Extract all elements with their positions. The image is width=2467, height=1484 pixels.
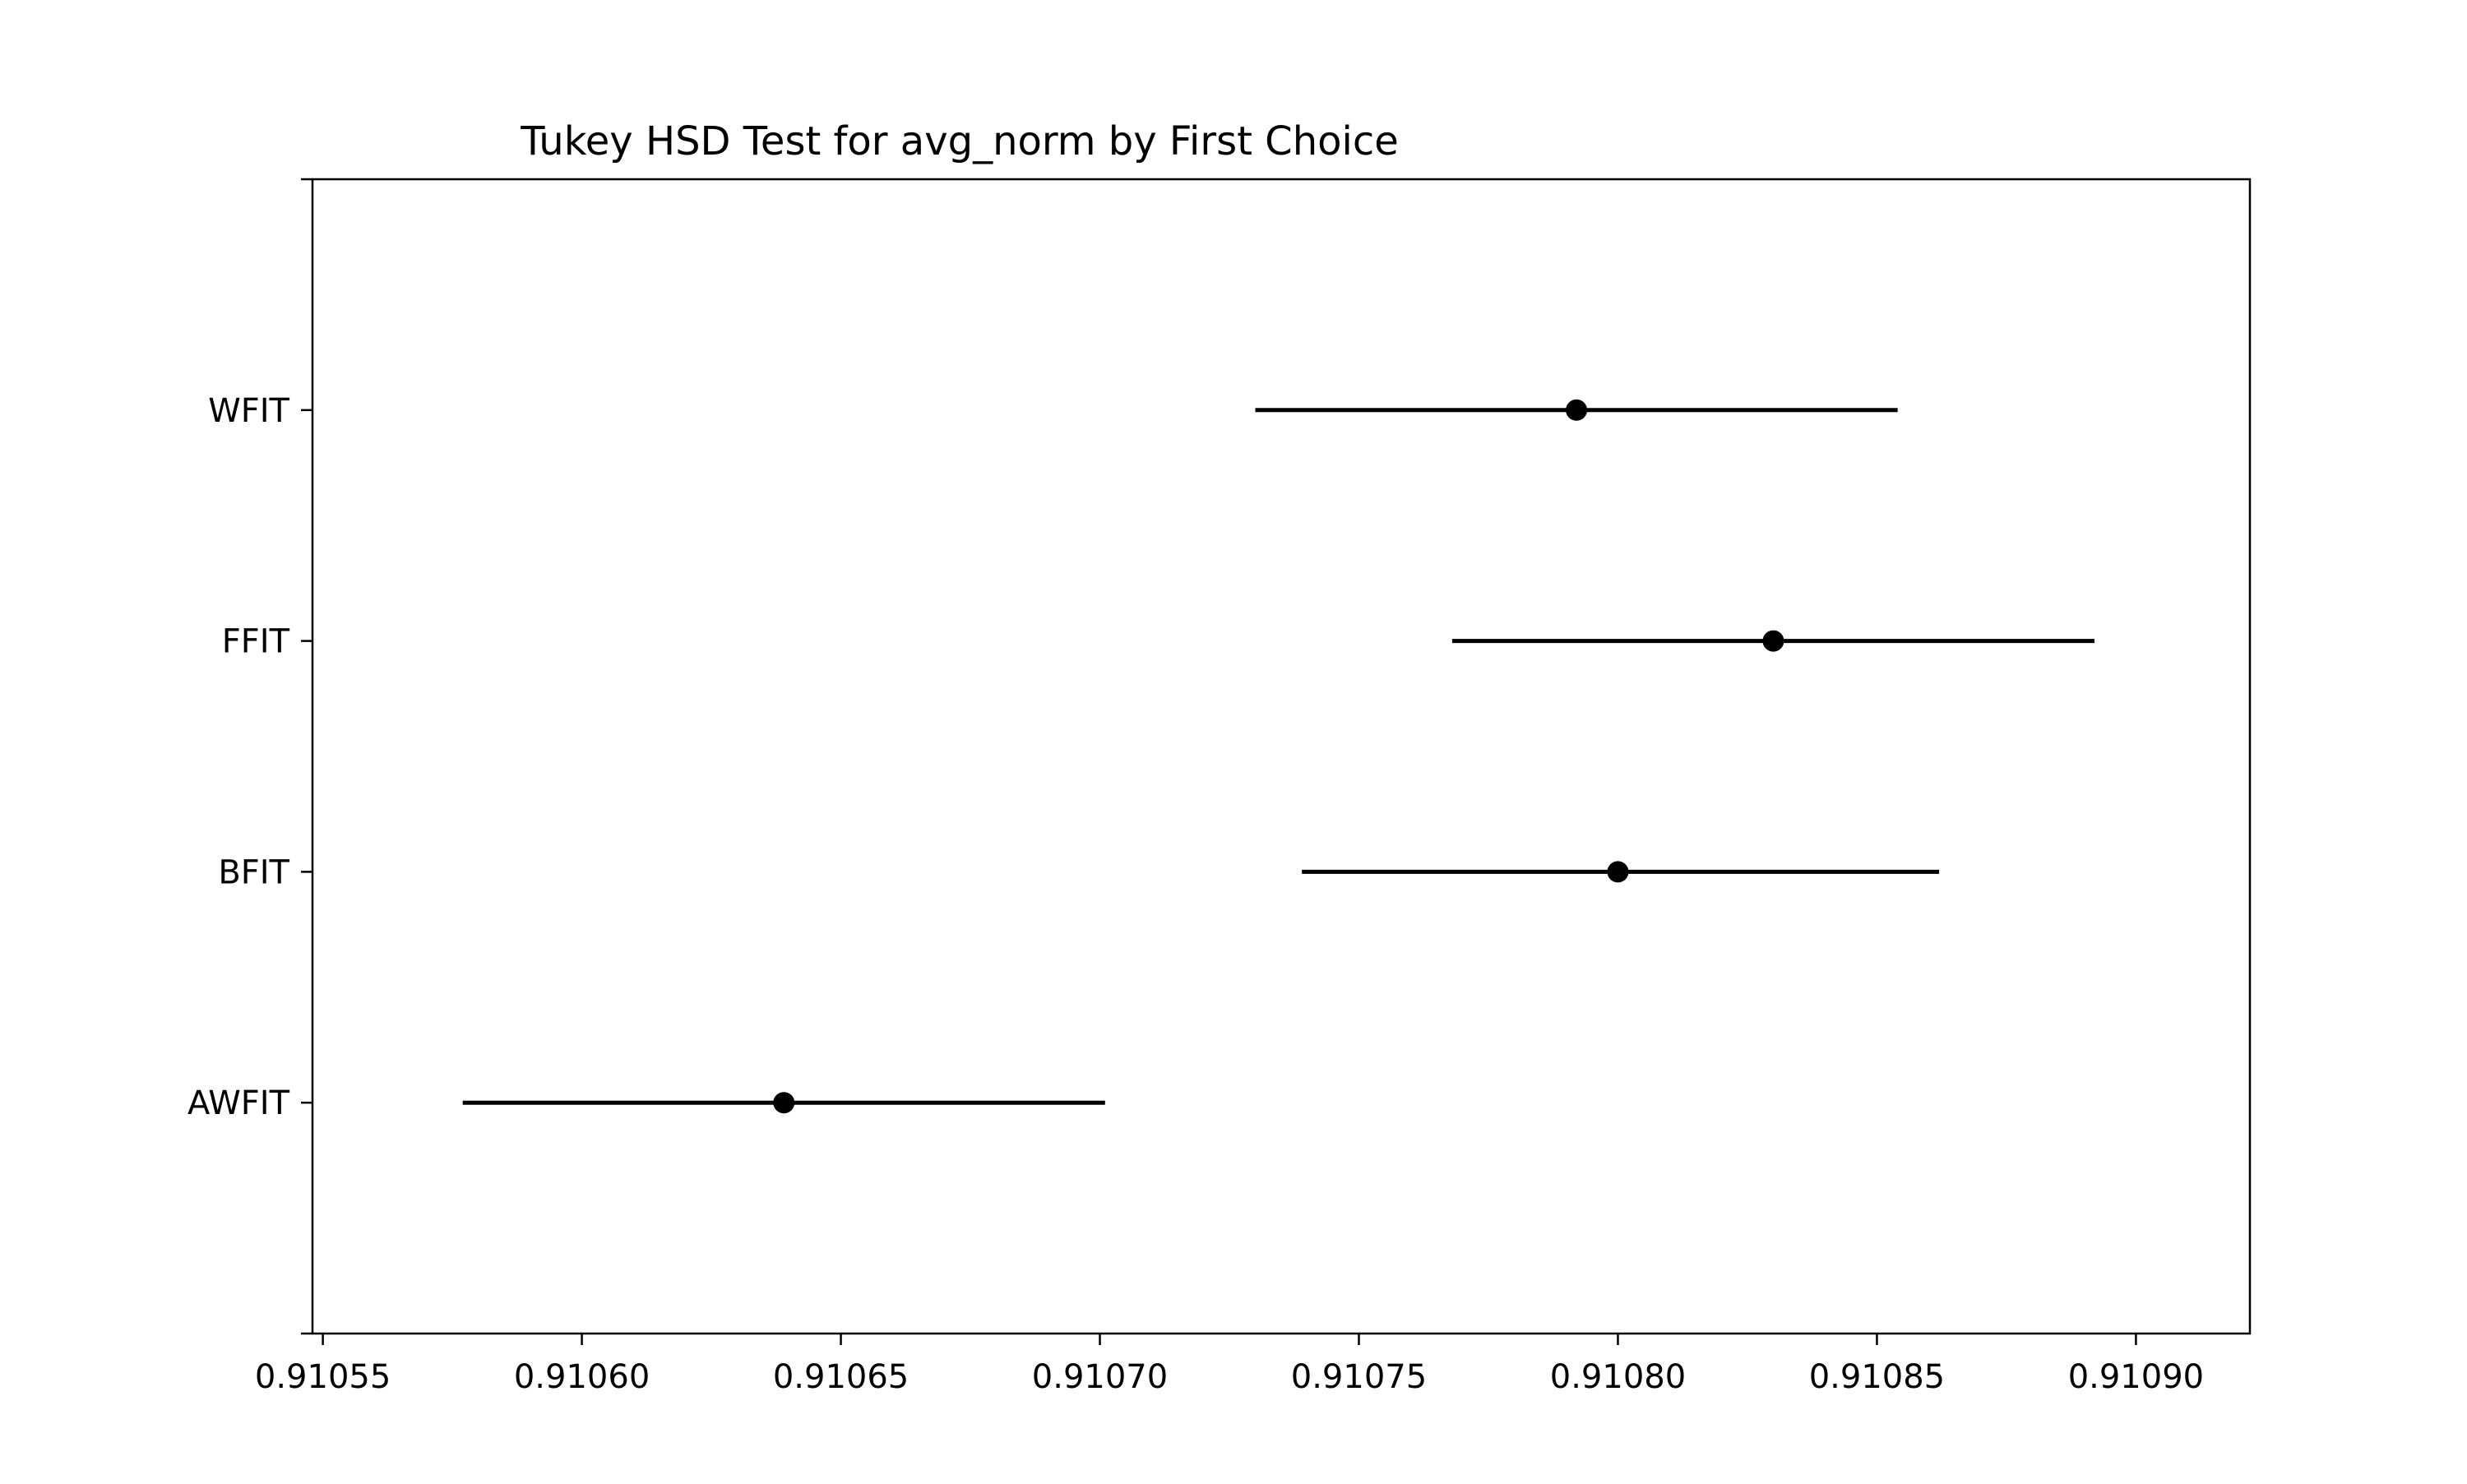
x-tick-label: 0.91080 [1550, 1358, 1686, 1396]
chart-title: Tukey HSD Test for avg_norm by First Cho… [520, 118, 1399, 164]
marks-layer [462, 399, 2095, 1114]
x-tick-label: 0.91070 [1032, 1358, 1168, 1396]
x-tick-label: 0.91060 [514, 1358, 650, 1396]
plot-frame [311, 178, 2252, 1335]
mean-point-bfit [1607, 861, 1629, 883]
y-tick-label-bfit: BFIT [218, 853, 289, 891]
x-tick-label: 0.91085 [1809, 1358, 1945, 1396]
mean-point-ffit [1762, 630, 1784, 652]
x-tick-label: 0.91055 [255, 1358, 391, 1396]
x-tick-label: 0.91090 [2068, 1358, 2204, 1396]
mean-point-wfit [1566, 399, 1588, 421]
x-tick-label: 0.91065 [773, 1358, 909, 1396]
y-tick-label-awfit: AWFIT [187, 1084, 290, 1122]
axes-layer: 0.91055 0.91060 0.91065 0.91070 0.91075 0.910… [187, 178, 2204, 1396]
x-tick-label: 0.91075 [1291, 1358, 1427, 1396]
mean-point-awfit [773, 1092, 795, 1114]
y-tick-label-wfit: WFIT [208, 392, 289, 430]
y-tick-label-ffit: FFIT [222, 623, 290, 661]
